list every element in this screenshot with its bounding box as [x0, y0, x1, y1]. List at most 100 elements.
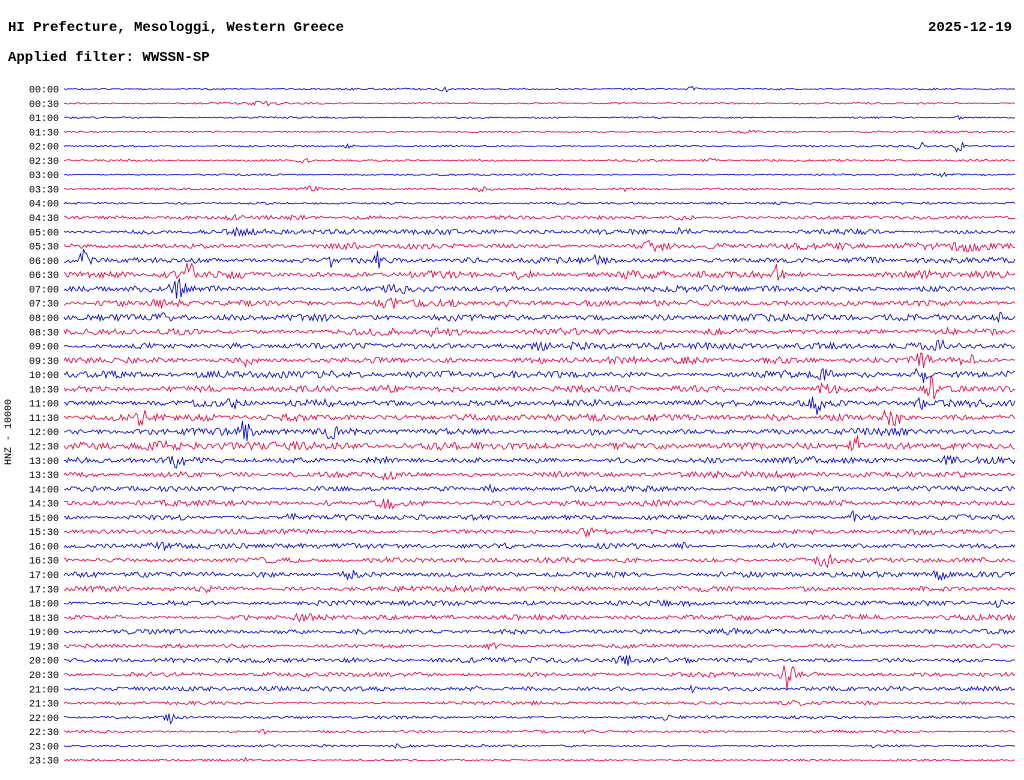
- time-label: 09:00: [29, 343, 59, 354]
- waveform-trace: [63, 86, 1016, 93]
- waveform-trace: [63, 226, 1016, 238]
- waveform-trace: [63, 665, 1016, 690]
- trace-row: 23:00: [29, 742, 1016, 753]
- waveform-trace: [63, 527, 1016, 539]
- waveform-trace: [63, 498, 1016, 510]
- waveform-trace: [64, 584, 1016, 594]
- trace-row: 20:30: [29, 665, 1016, 690]
- date-label: 2025-12-19: [927, 20, 1012, 36]
- waveform-trace: [63, 469, 1015, 481]
- time-label: 21:30: [29, 700, 59, 711]
- time-label: 21:00: [29, 685, 59, 696]
- time-label: 23:30: [29, 757, 59, 768]
- waveform-trace: [63, 185, 1016, 193]
- time-label: 14:00: [29, 485, 59, 496]
- waveform-trace: [63, 248, 1016, 269]
- trace-row: 07:00: [29, 277, 1016, 299]
- trace-row: 14:00: [29, 483, 1016, 496]
- trace-row: 11:00: [29, 396, 1016, 415]
- trace-row: 23:30: [29, 756, 1016, 768]
- time-label: 10:00: [29, 371, 59, 382]
- trace-row: 00:30: [29, 100, 1016, 111]
- waveform-trace: [63, 684, 1016, 694]
- trace-row: 14:30: [29, 498, 1016, 511]
- time-label: 03:30: [29, 186, 59, 197]
- waveform-trace: [63, 375, 1016, 400]
- time-label: 07:30: [29, 300, 59, 311]
- waveform-trace: [63, 171, 1016, 178]
- waveform-trace: [63, 553, 1016, 569]
- trace-row: 04:00: [29, 200, 1016, 211]
- waveform-trace: [63, 213, 1016, 221]
- time-label: 11:00: [29, 400, 59, 411]
- time-label: 22:00: [29, 714, 59, 725]
- time-label: 13:30: [29, 471, 59, 482]
- trace-row: 18:00: [29, 598, 1016, 611]
- trace-row: 10:30: [29, 375, 1016, 400]
- time-label: 20:30: [29, 671, 59, 682]
- time-label: 02:00: [29, 143, 59, 154]
- time-label: 06:00: [29, 257, 59, 268]
- time-label: 11:30: [29, 414, 59, 425]
- time-label: 12:00: [29, 428, 59, 439]
- time-label: 00:00: [29, 86, 59, 97]
- time-label: 18:00: [29, 600, 59, 611]
- time-label: 02:30: [29, 157, 59, 168]
- trace-row: 02:30: [29, 157, 1016, 168]
- trace-row: 18:30: [29, 612, 1016, 625]
- trace-row: 13:30: [29, 469, 1015, 482]
- trace-row: 15:30: [29, 527, 1016, 539]
- time-label: 10:30: [29, 385, 59, 396]
- trace-row: 08:30: [29, 326, 1016, 339]
- time-label: 15:00: [29, 514, 59, 525]
- waveform-trace: [63, 157, 1016, 164]
- time-label: 08:30: [29, 328, 59, 339]
- time-label: 00:30: [29, 100, 59, 111]
- time-label: 15:30: [29, 528, 59, 539]
- waveform-trace: [63, 352, 1016, 369]
- time-label: 20:00: [29, 657, 59, 668]
- trace-row: 01:30: [29, 128, 1016, 139]
- waveform-trace: [63, 201, 1016, 205]
- trace-row: 05:00: [29, 226, 1016, 239]
- trace-row: 16:00: [29, 540, 1016, 554]
- trace-row: 02:00: [29, 141, 1016, 154]
- waveform-trace: [63, 729, 1016, 735]
- trace-row: 13:00: [29, 454, 1016, 469]
- time-label: 17:00: [29, 571, 59, 582]
- time-label: 01:30: [29, 128, 59, 139]
- waveform-trace: [63, 627, 1016, 636]
- waveform-trace: [63, 115, 1016, 121]
- waveform-trace: [63, 435, 1016, 452]
- waveform-trace: [63, 420, 1016, 442]
- waveform-trace: [63, 655, 1016, 666]
- trace-row: 19:30: [29, 642, 1016, 653]
- waveform-trace: [63, 141, 1016, 153]
- page-title: HI Prefecture, Mesologgi, Western Greece: [8, 20, 345, 36]
- time-label: 19:00: [29, 628, 59, 639]
- waveform-trace: [63, 540, 1016, 552]
- trace-row: 17:00: [29, 569, 1016, 582]
- time-label: 01:00: [29, 114, 59, 125]
- trace-row: 10:00: [29, 367, 1016, 383]
- trace-row: 09:00: [29, 338, 1016, 354]
- trace-row: 12:00: [29, 420, 1016, 442]
- time-label: 16:00: [29, 543, 59, 554]
- trace-row: 03:00: [29, 171, 1016, 182]
- waveform-trace: [63, 742, 1016, 749]
- waveform-trace: [63, 756, 1016, 763]
- waveform-trace: [63, 700, 1016, 706]
- trace-row: 07:30: [29, 297, 1016, 311]
- waveform-trace: [63, 297, 1016, 309]
- trace-row: 03:30: [29, 185, 1016, 197]
- trace-row: 06:00: [29, 248, 1016, 269]
- time-label: 04:00: [29, 200, 59, 211]
- trace-row: 11:30: [29, 409, 1016, 427]
- time-label: 07:00: [29, 285, 59, 296]
- time-label: 03:00: [29, 171, 59, 182]
- waveform-trace: [63, 277, 1016, 299]
- trace-row: 05:30: [29, 239, 1015, 254]
- trace-row: 22:30: [29, 728, 1016, 739]
